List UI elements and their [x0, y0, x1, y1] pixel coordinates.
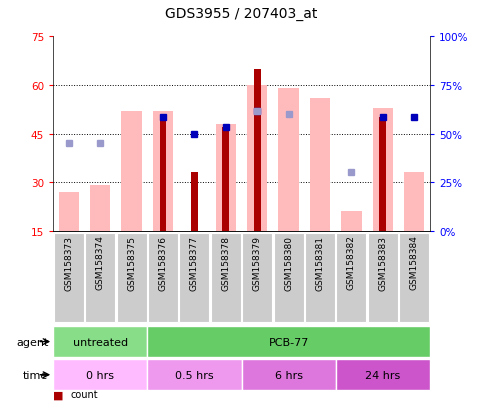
FancyBboxPatch shape: [368, 233, 398, 322]
Text: untreated: untreated: [72, 337, 128, 347]
Bar: [90, 186, 111, 231]
FancyBboxPatch shape: [399, 233, 429, 322]
Text: GDS3955 / 207403_at: GDS3955 / 207403_at: [165, 7, 318, 21]
Text: GSM158380: GSM158380: [284, 235, 293, 290]
Text: 0.5 hrs: 0.5 hrs: [175, 370, 213, 380]
Bar: [222, 128, 229, 231]
FancyBboxPatch shape: [85, 233, 115, 322]
Text: count: count: [70, 389, 98, 399]
Text: GSM158376: GSM158376: [158, 235, 168, 290]
FancyBboxPatch shape: [148, 233, 178, 322]
FancyBboxPatch shape: [147, 326, 430, 357]
Text: GSM158378: GSM158378: [221, 235, 230, 290]
FancyBboxPatch shape: [147, 359, 242, 390]
Text: GSM158382: GSM158382: [347, 235, 356, 290]
FancyBboxPatch shape: [242, 359, 336, 390]
Text: percentile rank within the sample: percentile rank within the sample: [70, 412, 235, 413]
FancyBboxPatch shape: [273, 233, 304, 322]
Text: ■: ■: [53, 412, 64, 413]
Bar: [278, 89, 299, 231]
Text: GSM158375: GSM158375: [127, 235, 136, 290]
FancyBboxPatch shape: [54, 233, 84, 322]
Text: GSM158374: GSM158374: [96, 235, 105, 290]
Text: 24 hrs: 24 hrs: [365, 370, 400, 380]
Bar: [341, 212, 362, 231]
Bar: [215, 125, 236, 231]
Bar: [372, 108, 393, 231]
Text: PCB-77: PCB-77: [269, 337, 309, 347]
FancyBboxPatch shape: [242, 233, 272, 322]
Bar: [159, 118, 167, 231]
Bar: [153, 112, 173, 231]
Bar: [121, 112, 142, 231]
Text: GSM158383: GSM158383: [378, 235, 387, 290]
Bar: [254, 69, 261, 231]
Bar: [310, 99, 330, 231]
Bar: [404, 173, 425, 231]
Bar: [379, 118, 386, 231]
FancyBboxPatch shape: [336, 359, 430, 390]
Text: GSM158379: GSM158379: [253, 235, 262, 290]
Text: 0 hrs: 0 hrs: [86, 370, 114, 380]
Text: time: time: [23, 370, 48, 380]
Text: GSM158384: GSM158384: [410, 235, 419, 290]
FancyBboxPatch shape: [211, 233, 241, 322]
Text: GSM158381: GSM158381: [315, 235, 325, 290]
FancyBboxPatch shape: [116, 233, 147, 322]
FancyBboxPatch shape: [53, 326, 147, 357]
FancyBboxPatch shape: [336, 233, 367, 322]
Text: GSM158373: GSM158373: [64, 235, 73, 290]
FancyBboxPatch shape: [179, 233, 210, 322]
FancyBboxPatch shape: [305, 233, 335, 322]
Bar: [191, 173, 198, 231]
Text: 6 hrs: 6 hrs: [275, 370, 302, 380]
Bar: [58, 192, 79, 231]
Text: ■: ■: [53, 389, 64, 399]
Text: agent: agent: [16, 337, 48, 347]
Bar: [247, 86, 268, 231]
Text: GSM158377: GSM158377: [190, 235, 199, 290]
FancyBboxPatch shape: [53, 359, 147, 390]
